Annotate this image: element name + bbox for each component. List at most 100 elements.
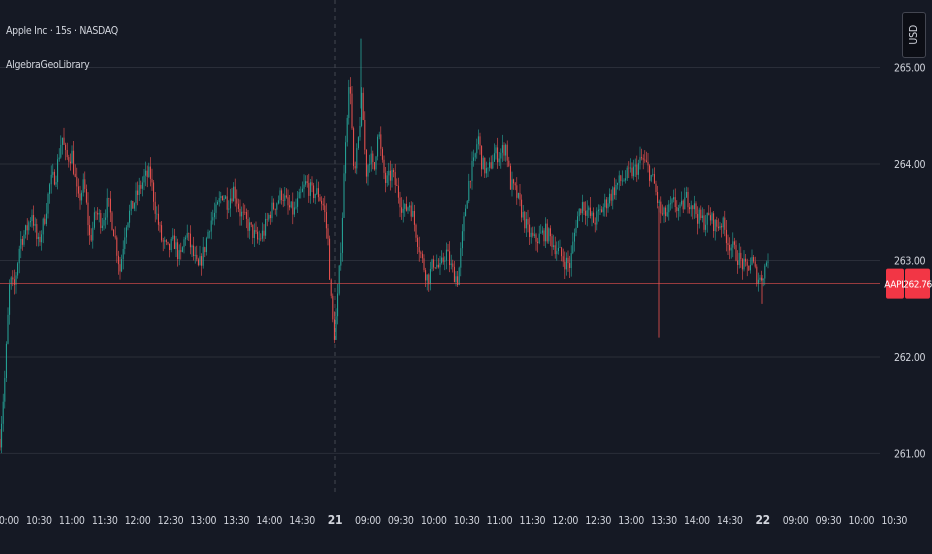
candle-body: [26, 225, 28, 231]
candle-body: [209, 231, 211, 233]
candle-body: [173, 235, 175, 249]
candle-body: [660, 201, 662, 214]
candle-body: [322, 203, 324, 206]
candle-body: [567, 257, 569, 264]
candle-body: [45, 213, 47, 224]
candle-body: [541, 230, 543, 233]
candle-body: [159, 224, 161, 226]
candle-body: [316, 188, 318, 195]
candle-body: [412, 210, 414, 217]
candle-body: [369, 164, 371, 166]
candle-body: [604, 199, 606, 208]
candle-body: [737, 260, 739, 265]
candle-body: [612, 187, 614, 201]
time-tick-label: 11:00: [487, 515, 513, 527]
candle-body: [47, 193, 49, 214]
candle-body: [676, 206, 678, 211]
candle-body: [591, 212, 593, 216]
candle-body: [441, 257, 443, 264]
candle-body: [277, 200, 279, 204]
candle-body: [113, 229, 115, 237]
candle-body: [79, 193, 81, 201]
candle-body: [722, 217, 724, 228]
time-tick-label: 10:00: [0, 515, 19, 527]
candle-body: [554, 245, 556, 255]
candle-body: [599, 209, 601, 211]
symbol-legend[interactable]: Apple Inc · 15s · NASDAQ: [6, 25, 118, 37]
candle-body: [105, 217, 107, 220]
candle-body: [730, 247, 732, 251]
candle-body: [692, 205, 694, 210]
candle-body: [372, 153, 374, 163]
candle-body: [516, 185, 518, 198]
candle-body: [50, 174, 52, 185]
candle-body: [265, 218, 267, 236]
candle-body: [218, 198, 220, 202]
candle-body: [143, 175, 145, 183]
candle-body: [204, 247, 206, 253]
candle-body: [397, 185, 399, 198]
candle-body: [601, 209, 603, 213]
candle-body: [738, 252, 740, 265]
candles-layer: [0, 38, 769, 454]
indicator-legend[interactable]: AlgebraGeoLibrary: [6, 59, 90, 71]
currency-button[interactable]: USD: [902, 12, 926, 58]
candle-body: [66, 149, 68, 158]
candle-body: [2, 401, 4, 424]
candle-body: [421, 253, 423, 259]
candle-body: [508, 160, 510, 166]
candle-body: [503, 145, 505, 156]
candle-body: [74, 173, 76, 177]
candle-body: [108, 198, 110, 199]
candle-body: [337, 293, 339, 317]
candle-body: [706, 212, 708, 225]
candle-body: [151, 178, 153, 183]
candle-body: [426, 274, 428, 281]
candle-body: [237, 203, 239, 209]
candle-body: [588, 207, 590, 211]
candle-body: [140, 184, 142, 189]
candle-body: [543, 230, 545, 242]
candle-body: [239, 208, 241, 217]
candle-body: [197, 259, 199, 266]
candle-body: [250, 222, 252, 225]
candle-body: [311, 182, 313, 186]
candle-body: [711, 213, 713, 221]
candle-body: [133, 203, 135, 209]
candle-body: [274, 209, 276, 210]
candle-body: [669, 203, 671, 205]
candle-body: [393, 170, 395, 173]
candle-body: [341, 217, 343, 253]
candle-body: [44, 218, 46, 224]
candle-body: [287, 197, 289, 206]
candle-body: [725, 229, 727, 244]
candle-body: [233, 186, 235, 202]
candle-body: [10, 277, 12, 285]
candle-body: [49, 184, 51, 194]
candle-body: [647, 161, 649, 166]
candle-body: [586, 210, 588, 216]
candle-body: [351, 93, 353, 129]
candle-body: [153, 182, 155, 202]
candle-body: [457, 276, 459, 285]
candle-body: [527, 218, 529, 225]
time-axis: 10:00 10:30 11:00 11:30 12:00 12:30 13:00 13:30…: [0, 513, 908, 527]
candle-body: [81, 192, 83, 201]
candle-body: [447, 249, 449, 252]
candle-body: [245, 211, 247, 219]
candle-body: [172, 235, 174, 239]
candle-body: [258, 238, 260, 240]
candle-body: [481, 145, 483, 170]
candle-body: [29, 221, 31, 223]
candle-body: [37, 236, 39, 239]
candle-body: [28, 222, 30, 231]
candle-body: [620, 175, 622, 182]
candle-body: [201, 256, 203, 266]
candle-body: [194, 254, 196, 256]
candle-body: [756, 266, 758, 284]
candle-body: [468, 181, 470, 202]
candle-body: [754, 261, 756, 267]
